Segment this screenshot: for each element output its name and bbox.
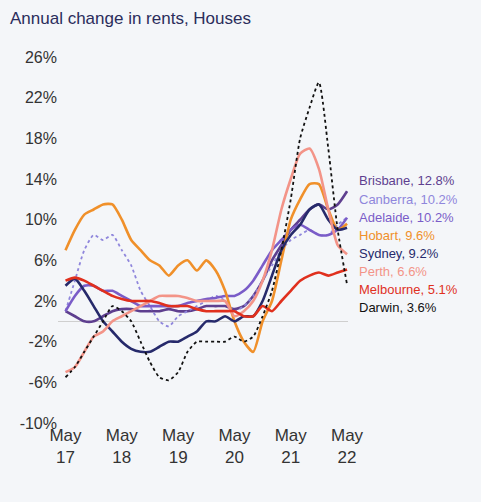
svg-text:Brisbane, 12.8%: Brisbane, 12.8% [359, 173, 455, 188]
svg-text:14%: 14% [25, 171, 57, 188]
svg-text:Melbourne, 5.1%: Melbourne, 5.1% [359, 282, 458, 297]
svg-text:2%: 2% [34, 293, 57, 310]
svg-text:May20: May20 [218, 426, 251, 467]
svg-text:Darwin, 3.6%: Darwin, 3.6% [359, 300, 437, 315]
svg-text:-2%: -2% [29, 333, 57, 350]
svg-text:Annual change in rents, Houses: Annual change in rents, Houses [10, 9, 251, 28]
svg-text:22%: 22% [25, 89, 57, 106]
svg-text:May18: May18 [106, 426, 139, 467]
svg-text:18%: 18% [25, 130, 57, 147]
svg-text:6%: 6% [34, 252, 57, 269]
svg-text:Perth, 6.6%: Perth, 6.6% [359, 264, 427, 279]
svg-text:10%: 10% [25, 211, 57, 228]
svg-text:Hobart, 9.6%: Hobart, 9.6% [359, 228, 435, 243]
svg-text:26%: 26% [25, 49, 57, 66]
svg-text:-6%: -6% [29, 374, 57, 391]
svg-text:Sydney, 9.2%: Sydney, 9.2% [359, 246, 439, 261]
svg-text:May19: May19 [162, 426, 195, 467]
svg-text:May17: May17 [49, 426, 82, 467]
svg-text:-10%: -10% [20, 415, 57, 432]
svg-text:Canberra, 10.2%: Canberra, 10.2% [359, 192, 458, 207]
svg-text:Adelaide, 10.2%: Adelaide, 10.2% [359, 210, 454, 225]
svg-text:May21: May21 [275, 426, 308, 467]
svg-text:May22: May22 [331, 426, 364, 467]
